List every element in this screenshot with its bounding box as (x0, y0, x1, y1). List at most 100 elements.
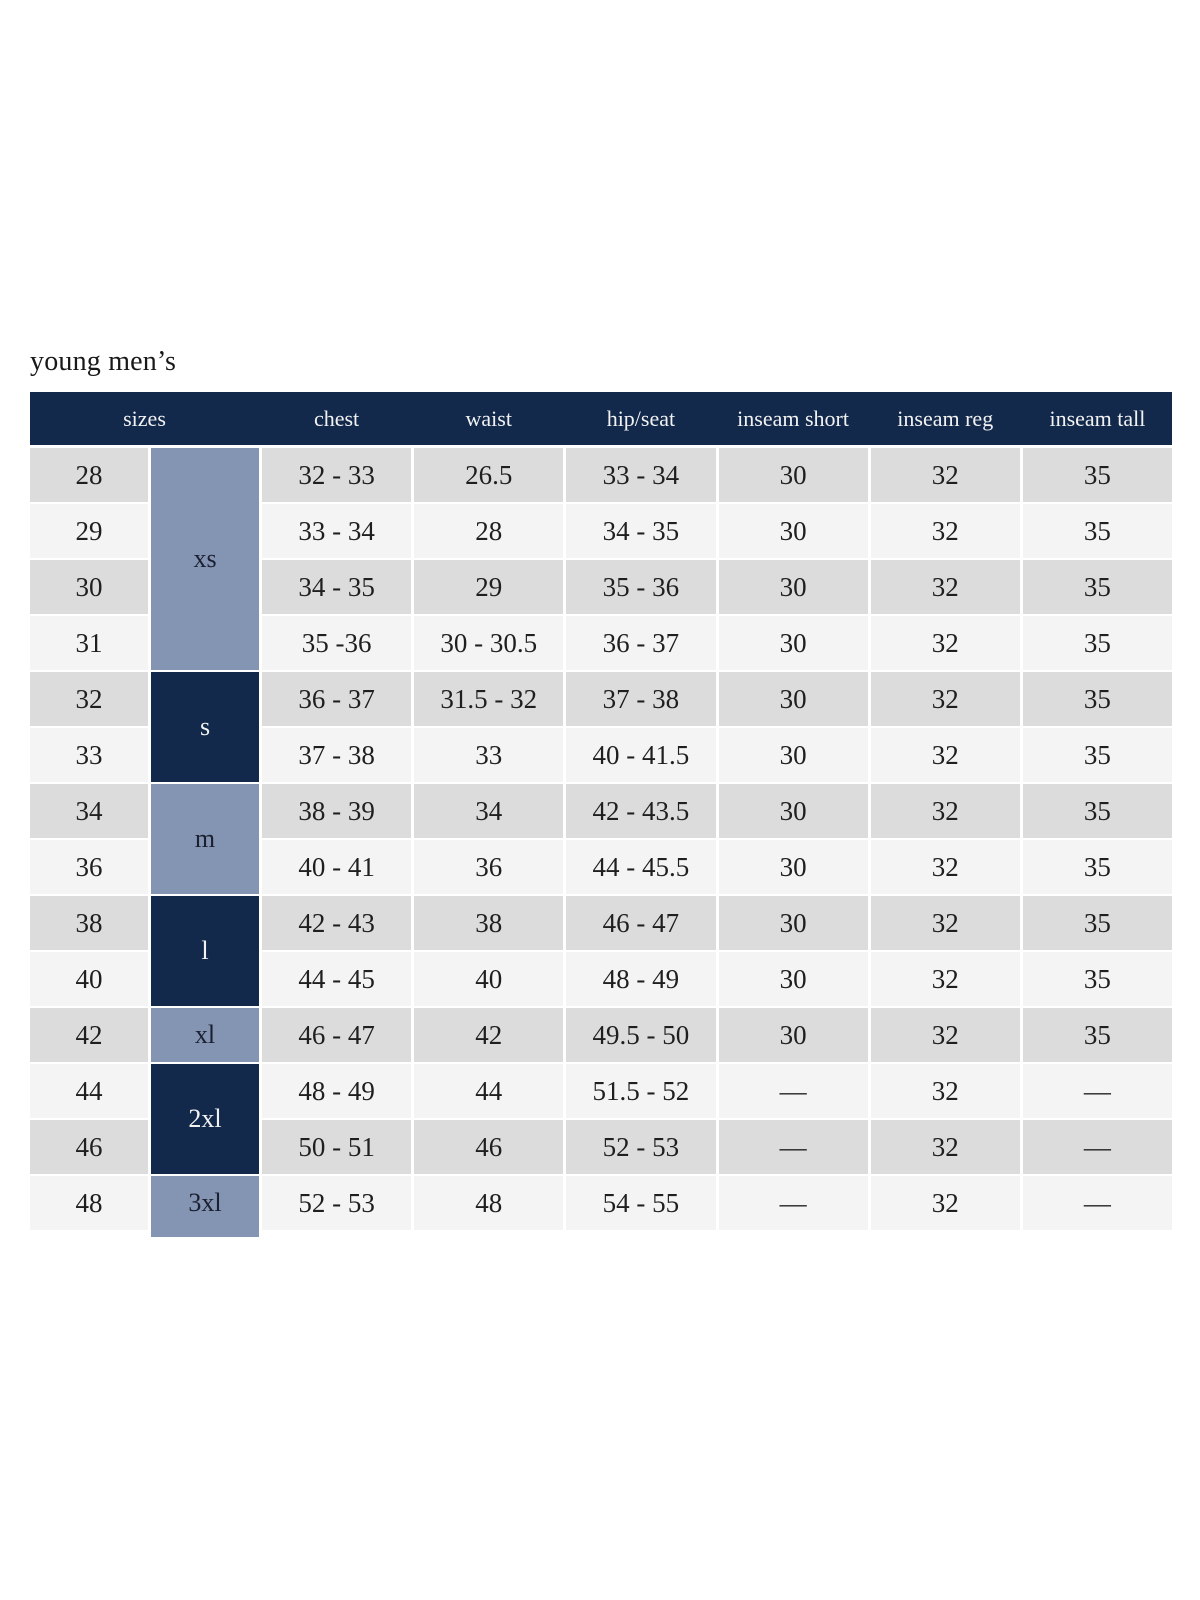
cell-hip-seat: 44 - 45.5 (566, 840, 716, 894)
cell-inseam-reg: 32 (870, 1176, 1020, 1230)
cell-inseam-short: 30 (718, 616, 868, 670)
page: young men’s sizes chest waist hip/seat i… (30, 346, 1172, 1237)
cell-inseam-short: 30 (718, 728, 868, 782)
cell-inseam-tall: 35 (1022, 560, 1172, 614)
cell-waist: 44 (414, 1064, 564, 1118)
cell-inseam-tall: 35 (1022, 1008, 1172, 1062)
cell-inseam-tall: — (1022, 1120, 1172, 1174)
cell-inseam-reg: 32 (870, 728, 1020, 782)
cell-chest: 44 - 45 (262, 952, 412, 1006)
cell-size: 44 (30, 1064, 148, 1118)
column-header-inseam-reg: inseam reg (897, 405, 994, 431)
cell-waist: 31.5 - 32 (414, 672, 564, 726)
cell-hip-seat: 54 - 55 (566, 1176, 716, 1230)
cell-inseam-short: 30 (718, 448, 868, 502)
cell-inseam-reg: 32 (870, 560, 1020, 614)
cell-inseam-short: 30 (718, 1008, 868, 1062)
cell-inseam-tall: 35 (1022, 504, 1172, 558)
cell-waist: 36 (414, 840, 564, 894)
cell-chest: 35 -36 (262, 616, 412, 670)
cell-hip-seat: 40 - 41.5 (566, 728, 716, 782)
column-header-sizes: sizes (123, 405, 166, 431)
cell-inseam-reg: 32 (870, 504, 1020, 558)
cell-size: 34 (30, 784, 148, 838)
cell-inseam-reg: 32 (870, 616, 1020, 670)
cell-hip-seat: 46 - 47 (566, 896, 716, 950)
cell-waist: 30 - 30.5 (414, 616, 564, 670)
cell-size: 42 (30, 1008, 148, 1062)
table-header-row: sizes chest waist hip/seat inseam short … (30, 392, 1172, 445)
cell-hip-seat: 34 - 35 (566, 504, 716, 558)
cell-inseam-tall: 35 (1022, 784, 1172, 838)
cell-inseam-reg: 32 (870, 952, 1020, 1006)
cell-size: 30 (30, 560, 148, 614)
cell-chest: 33 - 34 (262, 504, 412, 558)
cell-inseam-short: 30 (718, 672, 868, 726)
cell-waist: 46 (414, 1120, 564, 1174)
cell-inseam-reg: 32 (870, 1008, 1020, 1062)
letter-size-cell-xs: xs (151, 448, 259, 670)
cell-inseam-tall: 35 (1022, 616, 1172, 670)
cell-hip-seat: 35 - 36 (566, 560, 716, 614)
cell-waist: 29 (414, 560, 564, 614)
cell-inseam-short: — (718, 1176, 868, 1230)
cell-inseam-tall: — (1022, 1064, 1172, 1118)
cell-inseam-short: 30 (718, 952, 868, 1006)
column-header-inseam-short: inseam short (737, 405, 849, 431)
cell-inseam-tall: 35 (1022, 840, 1172, 894)
letter-size-cell-l: l (151, 896, 259, 1006)
cell-inseam-short: 30 (718, 840, 868, 894)
letter-size-cell-2xl: 2xl (151, 1064, 259, 1174)
cell-chest: 32 - 33 (262, 448, 412, 502)
letter-size-cell-3xl: 3xl (151, 1176, 259, 1237)
cell-inseam-short: — (718, 1064, 868, 1118)
table-body: 28 32 - 33 26.5 33 - 34 30 32 35 29 33 - 34 28 34 … (30, 448, 1172, 1237)
cell-hip-seat: 51.5 - 52 (566, 1064, 716, 1118)
cell-size: 40 (30, 952, 148, 1006)
cell-inseam-reg: 32 (870, 1120, 1020, 1174)
cell-chest: 46 - 47 (262, 1008, 412, 1062)
cell-hip-seat: 52 - 53 (566, 1120, 716, 1174)
cell-hip-seat: 36 - 37 (566, 616, 716, 670)
cell-size: 36 (30, 840, 148, 894)
cell-inseam-tall: 35 (1022, 448, 1172, 502)
cell-size: 29 (30, 504, 148, 558)
cell-inseam-reg: 32 (870, 448, 1020, 502)
cell-size: 28 (30, 448, 148, 502)
cell-chest: 52 - 53 (262, 1176, 412, 1230)
cell-size: 32 (30, 672, 148, 726)
cell-hip-seat: 48 - 49 (566, 952, 716, 1006)
cell-size: 48 (30, 1176, 148, 1230)
cell-hip-seat: 37 - 38 (566, 672, 716, 726)
cell-inseam-tall: 35 (1022, 728, 1172, 782)
cell-inseam-short: 30 (718, 560, 868, 614)
cell-waist: 26.5 (414, 448, 564, 502)
size-chart-table: sizes chest waist hip/seat inseam short … (30, 392, 1172, 1237)
page-title: young men’s (30, 346, 177, 377)
cell-inseam-reg: 32 (870, 896, 1020, 950)
cell-inseam-reg: 32 (870, 672, 1020, 726)
cell-hip-seat: 33 - 34 (566, 448, 716, 502)
cell-inseam-tall: 35 (1022, 896, 1172, 950)
cell-chest: 38 - 39 (262, 784, 412, 838)
cell-chest: 36 - 37 (262, 672, 412, 726)
letter-size-cell-m: m (151, 784, 259, 894)
cell-hip-seat: 42 - 43.5 (566, 784, 716, 838)
cell-hip-seat: 49.5 - 50 (566, 1008, 716, 1062)
cell-size: 31 (30, 616, 148, 670)
cell-chest: 42 - 43 (262, 896, 412, 950)
cell-chest: 40 - 41 (262, 840, 412, 894)
cell-chest: 34 - 35 (262, 560, 412, 614)
cell-inseam-tall: — (1022, 1176, 1172, 1230)
cell-inseam-reg: 32 (870, 840, 1020, 894)
cell-chest: 50 - 51 (262, 1120, 412, 1174)
cell-waist: 48 (414, 1176, 564, 1230)
cell-inseam-reg: 32 (870, 784, 1020, 838)
letter-size-cell-xl: xl (151, 1008, 259, 1062)
cell-inseam-short: 30 (718, 504, 868, 558)
column-header-inseam-tall: inseam tall (1049, 405, 1146, 431)
cell-inseam-tall: 35 (1022, 672, 1172, 726)
cell-inseam-short: 30 (718, 784, 868, 838)
cell-inseam-short: 30 (718, 896, 868, 950)
cell-size: 46 (30, 1120, 148, 1174)
